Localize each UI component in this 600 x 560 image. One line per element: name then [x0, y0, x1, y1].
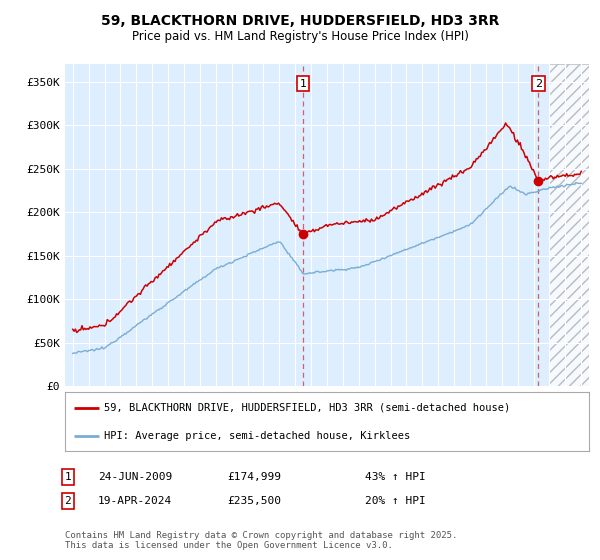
Text: 1: 1	[299, 78, 307, 88]
Text: £174,999: £174,999	[227, 472, 281, 482]
Bar	[550, 64, 589, 386]
Text: 19-APR-2024: 19-APR-2024	[98, 496, 172, 506]
Text: Contains HM Land Registry data © Crown copyright and database right 2025.
This d: Contains HM Land Registry data © Crown c…	[65, 530, 457, 550]
Text: 1: 1	[64, 472, 71, 482]
Text: Price paid vs. HM Land Registry's House Price Index (HPI): Price paid vs. HM Land Registry's House …	[131, 30, 469, 43]
Text: £235,500: £235,500	[227, 496, 281, 506]
Text: 59, BLACKTHORN DRIVE, HUDDERSFIELD, HD3 3RR (semi-detached house): 59, BLACKTHORN DRIVE, HUDDERSFIELD, HD3 …	[104, 403, 511, 413]
Text: 2: 2	[535, 78, 542, 88]
Text: 20% ↑ HPI: 20% ↑ HPI	[365, 496, 425, 506]
Bar	[550, 64, 589, 386]
Text: 43% ↑ HPI: 43% ↑ HPI	[365, 472, 425, 482]
Text: HPI: Average price, semi-detached house, Kirklees: HPI: Average price, semi-detached house,…	[104, 431, 410, 441]
Text: 24-JUN-2009: 24-JUN-2009	[98, 472, 172, 482]
Text: 2: 2	[64, 496, 71, 506]
Text: 59, BLACKTHORN DRIVE, HUDDERSFIELD, HD3 3RR: 59, BLACKTHORN DRIVE, HUDDERSFIELD, HD3 …	[101, 14, 499, 28]
